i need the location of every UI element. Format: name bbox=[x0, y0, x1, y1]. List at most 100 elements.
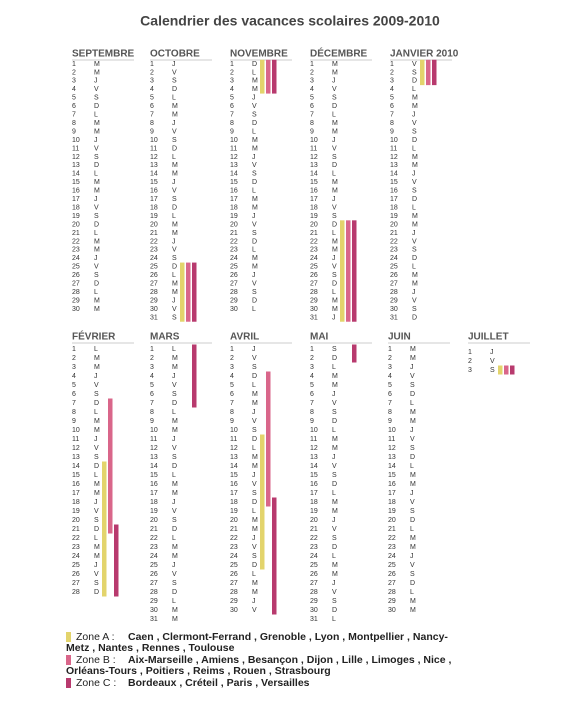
weekday: S bbox=[332, 346, 337, 353]
day-number: 7 bbox=[150, 112, 154, 119]
day-number: 16 bbox=[72, 481, 80, 488]
day-number: 13 bbox=[388, 454, 396, 461]
day-number: 14 bbox=[150, 171, 158, 178]
day-number: 21 bbox=[72, 526, 80, 533]
weekday: M bbox=[252, 454, 258, 461]
day-number: 22 bbox=[310, 535, 318, 542]
weekday: M bbox=[332, 297, 338, 304]
day-number: 12 bbox=[230, 154, 238, 161]
day-number: 26 bbox=[388, 571, 396, 578]
day-number: 13 bbox=[310, 454, 318, 461]
day-number: 1 bbox=[150, 61, 154, 68]
day-number: 28 bbox=[150, 289, 158, 296]
holiday-bar bbox=[266, 59, 271, 94]
weekday: V bbox=[94, 145, 99, 152]
weekday: D bbox=[172, 145, 177, 152]
weekday: M bbox=[332, 373, 338, 380]
day-number: 9 bbox=[230, 128, 234, 135]
legend-label: Zone A : bbox=[76, 631, 115, 643]
weekday: M bbox=[410, 418, 416, 425]
day-number: 8 bbox=[72, 120, 76, 127]
weekday: D bbox=[94, 221, 99, 228]
day-number: 3 bbox=[468, 367, 472, 374]
weekday: M bbox=[410, 346, 416, 353]
weekday: S bbox=[252, 230, 257, 237]
weekday: L bbox=[172, 154, 176, 161]
day-number: 19 bbox=[390, 213, 398, 220]
weekday: M bbox=[172, 364, 178, 371]
day-number: 30 bbox=[230, 607, 238, 614]
weekday: M bbox=[332, 382, 338, 389]
holiday-bar bbox=[266, 371, 271, 507]
weekday: M bbox=[332, 306, 338, 313]
weekday: D bbox=[94, 281, 99, 288]
day-number: 28 bbox=[230, 589, 238, 596]
weekday: S bbox=[332, 598, 337, 605]
weekday: S bbox=[332, 272, 337, 279]
weekday: S bbox=[94, 580, 99, 587]
day-number: 9 bbox=[310, 128, 314, 135]
day-number: 20 bbox=[310, 517, 318, 524]
day-number: 9 bbox=[230, 418, 234, 425]
day-number: 16 bbox=[310, 481, 318, 488]
day-number: 25 bbox=[310, 562, 318, 569]
day-number: 9 bbox=[310, 418, 314, 425]
weekday: D bbox=[172, 86, 177, 93]
day-number: 13 bbox=[390, 162, 398, 169]
weekday: D bbox=[412, 314, 417, 321]
day-number: 11 bbox=[230, 145, 237, 152]
weekday: M bbox=[94, 238, 100, 245]
day-number: 12 bbox=[150, 154, 158, 161]
day-number: 14 bbox=[230, 171, 238, 178]
day-number: 28 bbox=[72, 289, 80, 296]
day-number: 22 bbox=[72, 238, 80, 245]
day-number: 4 bbox=[310, 373, 314, 380]
weekday: S bbox=[94, 95, 99, 102]
holiday-bar bbox=[426, 59, 431, 86]
weekday: M bbox=[94, 69, 100, 76]
day-number: 24 bbox=[150, 255, 158, 262]
day-number: 7 bbox=[230, 112, 234, 119]
weekday: M bbox=[410, 409, 416, 416]
weekday: V bbox=[172, 508, 177, 515]
day-number: 19 bbox=[310, 213, 318, 220]
page-title: Calendrier des vacances scolaires 2009-2… bbox=[140, 13, 440, 29]
day-number: 17 bbox=[390, 196, 398, 203]
weekday: M bbox=[410, 535, 416, 542]
weekday: V bbox=[252, 281, 257, 288]
weekday: D bbox=[410, 391, 415, 398]
day-number: 18 bbox=[72, 204, 80, 211]
day-number: 29 bbox=[310, 297, 318, 304]
day-number: 23 bbox=[72, 247, 80, 254]
day-number: 1 bbox=[390, 61, 394, 68]
day-number: 25 bbox=[230, 264, 238, 271]
weekday: S bbox=[172, 391, 177, 398]
weekday: J bbox=[94, 255, 98, 262]
day-number: 31 bbox=[310, 314, 318, 321]
weekday: M bbox=[332, 508, 338, 515]
weekday: V bbox=[252, 481, 257, 488]
weekday: M bbox=[94, 297, 100, 304]
weekday: M bbox=[94, 481, 100, 488]
weekday: S bbox=[172, 517, 177, 524]
weekday: M bbox=[412, 221, 418, 228]
weekday: M bbox=[172, 553, 178, 560]
weekday: S bbox=[412, 247, 417, 254]
day-number: 24 bbox=[310, 255, 318, 262]
weekday: D bbox=[94, 162, 99, 169]
day-number: 21 bbox=[310, 230, 318, 237]
day-number: 7 bbox=[230, 400, 234, 407]
day-number: 20 bbox=[310, 221, 318, 228]
day-number: 13 bbox=[230, 454, 238, 461]
weekday: S bbox=[252, 553, 257, 560]
weekday: D bbox=[412, 196, 417, 203]
weekday: M bbox=[332, 562, 338, 569]
day-number: 29 bbox=[150, 598, 158, 605]
weekday: L bbox=[172, 213, 176, 220]
day-number: 10 bbox=[72, 427, 80, 434]
day-number: 17 bbox=[72, 490, 80, 497]
day-number: 5 bbox=[230, 382, 234, 389]
weekday: M bbox=[94, 120, 100, 127]
weekday: L bbox=[252, 382, 256, 389]
weekday: L bbox=[252, 508, 256, 515]
